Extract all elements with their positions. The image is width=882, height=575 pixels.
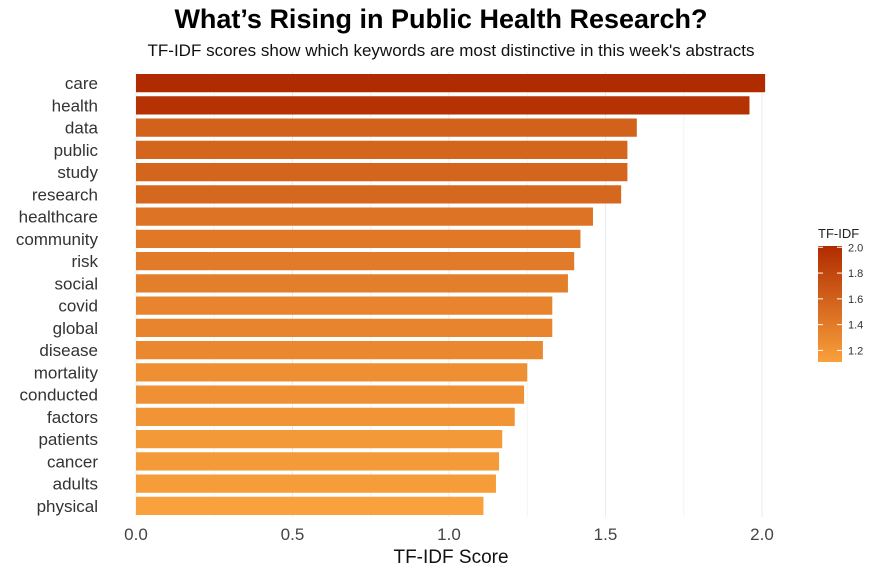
bar-global bbox=[136, 318, 553, 337]
x-tick-label: 0.0 bbox=[124, 525, 148, 544]
category-label: study bbox=[57, 163, 98, 182]
bars bbox=[136, 74, 766, 515]
bar-data bbox=[136, 118, 637, 137]
bar-healthcare bbox=[136, 207, 593, 226]
legend-tick-label: 1.8 bbox=[848, 268, 863, 280]
legend-tick-label: 1.6 bbox=[848, 294, 863, 306]
bar-social bbox=[136, 274, 568, 293]
category-label: cancer bbox=[47, 452, 98, 471]
category-labels: care health data public study research healthc… bbox=[16, 74, 99, 516]
bar-public bbox=[136, 140, 628, 159]
category-label: patients bbox=[38, 430, 98, 449]
category-label: factors bbox=[47, 408, 98, 427]
bar-health bbox=[136, 96, 750, 115]
bar-research bbox=[136, 185, 622, 204]
chart-subtitle: TF-IDF scores show which keywords are mo… bbox=[147, 41, 755, 60]
x-tick-label: 2.0 bbox=[750, 525, 774, 544]
category-label: care bbox=[65, 74, 98, 93]
bar-care bbox=[136, 74, 766, 93]
category-label: public bbox=[54, 141, 99, 160]
bar-patients bbox=[136, 430, 503, 449]
bar-physical bbox=[136, 496, 484, 515]
category-label: research bbox=[32, 185, 98, 204]
category-label: community bbox=[16, 230, 99, 249]
legend-colorbar bbox=[818, 246, 842, 362]
bar-risk bbox=[136, 252, 575, 271]
grid-lines bbox=[135, 72, 763, 517]
category-label: data bbox=[65, 119, 99, 138]
x-tick-labels: 0.0 0.5 1.0 1.5 2.0 bbox=[124, 525, 774, 544]
category-label: conducted bbox=[20, 386, 98, 405]
x-axis-label: TF-IDF Score bbox=[393, 547, 508, 568]
category-label: adults bbox=[53, 475, 98, 494]
category-label: risk bbox=[72, 252, 99, 271]
category-label: disease bbox=[39, 341, 98, 360]
bar-community bbox=[136, 229, 581, 248]
x-tick-label: 1.5 bbox=[594, 525, 618, 544]
legend: TF-IDF 1.2 1.4 1.6 1.8 2.0 bbox=[818, 226, 863, 362]
legend-tick-label: 1.4 bbox=[848, 320, 863, 332]
category-label: health bbox=[52, 96, 98, 115]
legend-tick-label: 1.2 bbox=[848, 345, 863, 357]
category-label: physical bbox=[37, 497, 98, 516]
bar-disease bbox=[136, 341, 543, 360]
category-label: mortality bbox=[34, 363, 99, 382]
category-label: healthcare bbox=[19, 208, 98, 227]
bar-study bbox=[136, 163, 628, 182]
legend-tick-label: 2.0 bbox=[848, 242, 863, 254]
category-label: covid bbox=[58, 297, 98, 316]
bar-conducted bbox=[136, 385, 525, 404]
legend-title: TF-IDF bbox=[818, 226, 859, 241]
x-tick-label: 0.5 bbox=[281, 525, 305, 544]
bar-factors bbox=[136, 407, 515, 426]
x-tick-label: 1.0 bbox=[437, 525, 461, 544]
bar-mortality bbox=[136, 363, 528, 382]
bar-covid bbox=[136, 296, 553, 315]
category-label: social bbox=[55, 274, 98, 293]
chart-title: What’s Rising in Public Health Research? bbox=[174, 4, 708, 34]
category-label: global bbox=[53, 319, 98, 338]
legend-ticks: 1.2 1.4 1.6 1.8 2.0 bbox=[818, 242, 863, 357]
bar-cancer bbox=[136, 452, 500, 471]
bar-adults bbox=[136, 474, 496, 493]
